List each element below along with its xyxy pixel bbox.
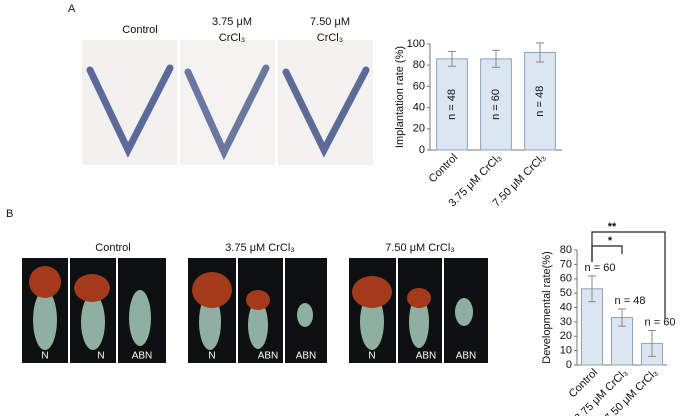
photo-header: 3.75 μM CrCl₃ bbox=[225, 242, 295, 254]
photos-a bbox=[82, 40, 373, 165]
photo-tag: N bbox=[41, 351, 48, 362]
x-tick-label: Control bbox=[427, 152, 461, 186]
panel-label: B bbox=[6, 208, 13, 220]
photo-header: Control bbox=[95, 242, 130, 254]
photo-header: 7.50 μM bbox=[310, 16, 350, 28]
significance-label: * bbox=[608, 235, 613, 247]
uterus bbox=[86, 64, 174, 158]
bar bbox=[480, 58, 512, 151]
y-tick-label: 30 bbox=[560, 316, 572, 328]
uterus bbox=[282, 66, 370, 158]
n-label: n = 48 bbox=[534, 86, 546, 117]
photo-tag: ABN bbox=[296, 351, 317, 362]
uterus bbox=[184, 64, 270, 161]
n-label: n = 60 bbox=[490, 89, 502, 120]
photo-tag: N bbox=[368, 351, 375, 362]
y-tick-label: 60 bbox=[413, 80, 425, 92]
photo-tag: ABN bbox=[416, 351, 437, 362]
y-tick-label: 40 bbox=[413, 102, 425, 114]
y-axis-label: Developmental rate(%) bbox=[541, 251, 553, 364]
y-tick-label: 80 bbox=[413, 59, 425, 71]
y-tick-label: 40 bbox=[560, 301, 572, 313]
y-tick-label: 20 bbox=[413, 123, 425, 135]
significance-bracket bbox=[591, 245, 623, 262]
y-tick-label: 60 bbox=[560, 273, 572, 285]
n-label: n = 60 bbox=[645, 316, 676, 328]
photo-tag: N bbox=[208, 351, 215, 362]
y-tick-label: 10 bbox=[560, 345, 572, 357]
photo-header: 7.50 μM CrCl₃ bbox=[385, 242, 455, 254]
photo-tag: ABN bbox=[258, 351, 279, 362]
y-tick-label: 50 bbox=[560, 287, 572, 299]
photo-header: CrCl₃ bbox=[219, 32, 245, 44]
y-tick-label: 20 bbox=[560, 330, 572, 342]
bar bbox=[436, 58, 468, 151]
panel-label: A bbox=[68, 3, 76, 15]
y-tick-label: 70 bbox=[560, 258, 572, 270]
significance-bracket bbox=[591, 231, 666, 319]
n-label: n = 48 bbox=[615, 295, 646, 307]
photo-header: Control bbox=[122, 24, 157, 36]
y-tick-label: 100 bbox=[407, 38, 425, 50]
embryos bbox=[33, 290, 473, 350]
photo-tag: ABN bbox=[132, 351, 153, 362]
photo-tag: ABN bbox=[456, 351, 477, 362]
yolk-sacs bbox=[29, 266, 431, 310]
photo-tag: N bbox=[97, 351, 104, 362]
y-tick-label: 0 bbox=[566, 359, 572, 371]
y-tick-label: 0 bbox=[419, 144, 425, 156]
photos-b bbox=[22, 258, 488, 363]
n-label: n = 60 bbox=[585, 262, 616, 274]
y-axis-label: Implantation rate (%) bbox=[394, 46, 406, 148]
photo-header: 3.75 μM bbox=[212, 16, 252, 28]
significance-label: ** bbox=[608, 221, 617, 233]
photo-header: CrCl₃ bbox=[317, 32, 343, 44]
y-tick-label: 80 bbox=[560, 244, 572, 256]
n-label: n = 48 bbox=[446, 89, 458, 120]
